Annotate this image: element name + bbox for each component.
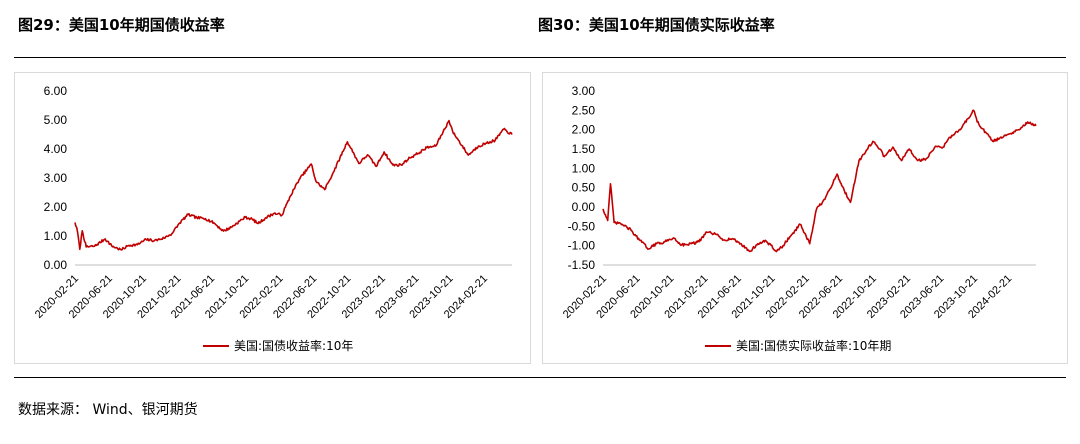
legend-label: 美国:国债收益率:10年 [234, 338, 353, 353]
legend-label: 美国:国债实际收益率:10年期 [736, 338, 891, 353]
real-yield-chart: -1.50 -1.00 -0.50 0.00 0.50 1.00 1.50 2.00 2.50 3… [561, 84, 1037, 353]
nominal-yield-chart: 0.001.002.003.004.005.006.002020-02-2120… [33, 84, 513, 353]
data-source-note: 数据来源： Wind、银河期货 [18, 402, 198, 418]
y-tick-label: 1.50 [572, 142, 596, 156]
top-divider [14, 57, 1066, 58]
y-tick-label: 6.00 [44, 84, 68, 98]
y-tick-label: 2.50 [572, 103, 596, 117]
y-tick-label: 2.00 [44, 200, 68, 214]
y-tick-label: -1.50 [568, 258, 596, 272]
y-tick-label: 3.00 [572, 84, 596, 98]
y-tick-label: 1.00 [44, 229, 68, 243]
y-tick-label: -0.50 [568, 219, 596, 233]
series-line [602, 109, 1037, 253]
y-tick-label: 0.00 [44, 258, 68, 272]
chart-title-right: 图30：美国10年期国债实际收益率 [538, 16, 775, 34]
y-tick-label: 2.00 [572, 123, 596, 137]
chart-panel-real-yield: -1.50 -1.00 -0.50 0.00 0.50 1.00 1.50 2.00 2.50 3… [542, 72, 1068, 364]
y-tick-label: -1.00 [568, 239, 596, 253]
chart-title-left: 图29：美国10年期国债收益率 [18, 16, 225, 34]
chart-panel-nominal-yield: 0.00 1.00 2.00 3.00 4.00 5.00 6.00 2020-02-21 20… [14, 72, 531, 364]
y-tick-label: 0.00 [572, 200, 596, 214]
bottom-divider [14, 377, 1066, 378]
y-tick-label: 5.00 [44, 113, 68, 127]
y-tick-label: 0.50 [572, 181, 596, 195]
y-tick-label: 1.00 [572, 161, 596, 175]
y-tick-label: 4.00 [44, 142, 68, 156]
y-tick-label: 3.00 [44, 171, 68, 185]
series-line [74, 119, 513, 251]
